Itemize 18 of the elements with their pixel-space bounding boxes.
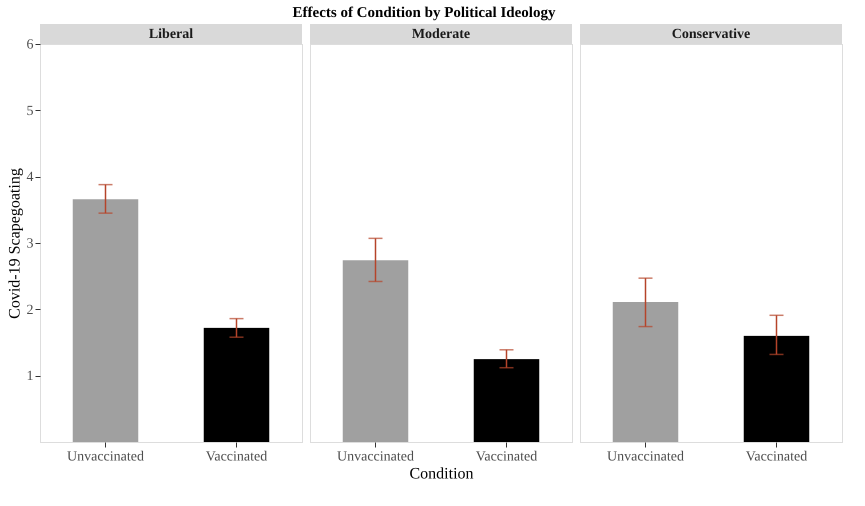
chart-title: Liberal bbox=[148, 27, 194, 42]
y-tick-label: 4 bbox=[26, 170, 34, 186]
chart-title: Conservative bbox=[672, 27, 750, 42]
text: Effects of Condition by Political Ideology bbox=[292, 5, 556, 21]
x-axis-title: Condition bbox=[409, 466, 474, 482]
y-tick-label: 5 bbox=[26, 104, 34, 119]
x-tick-label: Unvaccinated bbox=[337, 450, 414, 464]
x-tick-label: Unvaccinated bbox=[607, 450, 684, 464]
chart-title: Moderate bbox=[412, 27, 470, 42]
x-tick-label: Vaccinated bbox=[206, 450, 268, 464]
x-tick-label: Unvaccinated bbox=[67, 450, 144, 464]
x-tick-label: Vaccinated bbox=[746, 450, 808, 464]
y-tick-label: 3 bbox=[26, 236, 34, 252]
y-tick-label: 2 bbox=[26, 302, 34, 318]
y-axis-title: Covid-19 Scapegoating bbox=[6, 168, 24, 319]
y-tick-label: 6 bbox=[26, 38, 34, 52]
y-tick-label: 1 bbox=[26, 369, 34, 384]
x-tick-label: Vaccinated bbox=[476, 450, 538, 464]
